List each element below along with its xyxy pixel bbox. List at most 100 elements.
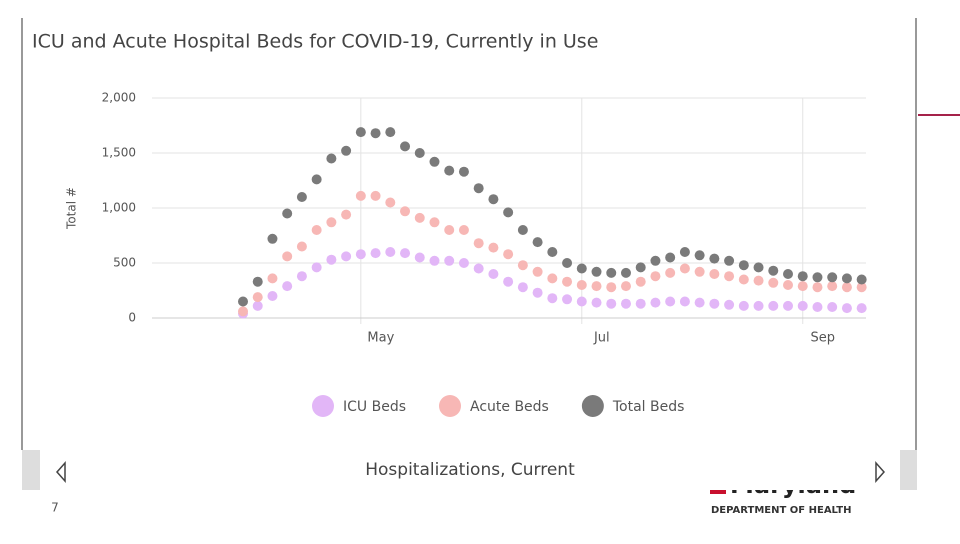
point — [841, 273, 852, 284]
point — [724, 271, 735, 282]
point — [503, 207, 514, 218]
point — [400, 206, 411, 217]
point — [296, 271, 307, 282]
point — [414, 252, 425, 263]
next-button[interactable] — [875, 461, 886, 483]
point — [562, 276, 573, 287]
point — [665, 267, 676, 278]
point — [252, 300, 263, 311]
y-tick-label: 0 — [128, 311, 136, 325]
point — [665, 252, 676, 263]
point — [488, 269, 499, 279]
point — [620, 267, 631, 278]
legend-label: Total Beds — [612, 399, 685, 415]
point — [385, 247, 396, 257]
point — [532, 266, 543, 277]
point — [753, 300, 764, 311]
point — [311, 262, 322, 273]
point — [517, 225, 528, 235]
footer-bar — [22, 450, 917, 490]
point — [400, 141, 411, 152]
point — [856, 274, 867, 285]
plot: 0 500 1,000 1,500 2,000 May Jul Sep ICU Beds Acut… — [102, 91, 867, 417]
point — [797, 271, 808, 282]
point — [458, 225, 469, 235]
point — [724, 299, 735, 310]
series — [238, 247, 867, 319]
legend-marker — [581, 395, 604, 417]
point — [724, 255, 735, 266]
point — [797, 300, 808, 311]
point — [856, 282, 867, 293]
point — [355, 249, 366, 260]
scroll-edge — [22, 450, 40, 490]
point — [400, 248, 411, 259]
point — [827, 302, 838, 312]
point — [488, 242, 499, 253]
point — [812, 282, 823, 293]
legend-label: Acute Beds — [470, 399, 549, 415]
point — [341, 251, 352, 262]
point — [753, 275, 764, 286]
point — [414, 212, 425, 223]
y-tick-label: 500 — [113, 256, 136, 270]
point — [341, 209, 352, 220]
point — [576, 280, 587, 290]
point — [458, 166, 469, 177]
point — [473, 263, 484, 274]
point — [370, 190, 381, 201]
point — [517, 282, 528, 293]
point — [650, 271, 661, 282]
point — [768, 265, 779, 276]
point — [694, 297, 705, 308]
point — [650, 255, 661, 266]
point — [252, 292, 263, 303]
point — [606, 282, 617, 293]
point — [444, 165, 455, 176]
point — [620, 281, 631, 292]
point — [635, 262, 646, 273]
point — [591, 266, 602, 277]
slide-number: 7 — [51, 501, 59, 515]
series — [238, 127, 867, 307]
point — [709, 269, 720, 279]
point — [620, 298, 631, 309]
point — [532, 237, 543, 248]
point — [856, 303, 867, 314]
point — [665, 296, 676, 307]
point — [282, 251, 293, 262]
legend-label: ICU Beds — [343, 399, 406, 415]
point — [355, 127, 366, 138]
point — [473, 238, 484, 249]
point — [385, 197, 396, 208]
point — [738, 274, 749, 285]
series — [238, 190, 867, 317]
point — [267, 291, 278, 301]
point — [841, 303, 852, 314]
prev-button[interactable] — [55, 461, 66, 483]
point — [238, 306, 248, 317]
point — [812, 302, 823, 312]
point — [473, 183, 484, 194]
point — [517, 260, 528, 271]
point — [458, 258, 469, 268]
legend-marker — [439, 395, 461, 417]
point — [591, 281, 602, 292]
point — [812, 272, 823, 283]
point — [429, 156, 440, 167]
point — [547, 247, 558, 257]
point — [709, 253, 720, 264]
point — [355, 190, 366, 201]
point — [679, 247, 690, 257]
point — [783, 300, 794, 311]
point — [296, 192, 307, 202]
point — [783, 280, 794, 290]
point — [429, 217, 440, 228]
y-tick-label: 2,000 — [102, 91, 136, 105]
point — [679, 263, 690, 274]
point — [694, 266, 705, 277]
x-tick-label: May — [367, 331, 394, 346]
point — [768, 300, 779, 311]
